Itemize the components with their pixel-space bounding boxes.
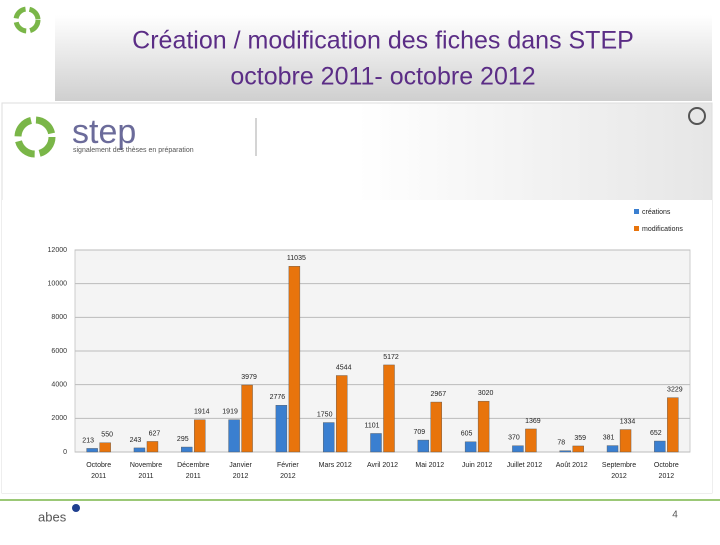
bar <box>241 384 253 453</box>
bar <box>99 442 111 453</box>
x-tick-label: Août 2012 <box>556 462 588 469</box>
x-tick-label: Octobre <box>654 462 679 469</box>
data-label: 605 <box>461 431 473 438</box>
title: octobre 2011- octobre 2012 <box>230 63 535 91</box>
x-tick-label: Juin 2012 <box>462 462 492 469</box>
x-tick-label: Novembre <box>130 462 162 469</box>
bar <box>477 400 490 453</box>
x-tick-label: 2011 <box>91 473 106 480</box>
y-tick-label: 6000 <box>51 348 67 355</box>
bar <box>619 429 632 453</box>
data-label: 709 <box>413 429 425 436</box>
x-tick-label: 2012 <box>233 473 249 480</box>
x-tick-label: 2012 <box>280 473 296 480</box>
x-tick-label: 2011 <box>138 473 153 480</box>
title-box <box>55 15 712 101</box>
data-label: 1750 <box>317 411 333 418</box>
data-label: 1369 <box>525 418 541 425</box>
data-label: 295 <box>177 436 189 443</box>
legend-swatch <box>634 226 639 231</box>
bar <box>228 419 240 453</box>
bar <box>288 266 301 453</box>
data-label: 627 <box>149 430 161 437</box>
y-tick-label: 0 <box>63 449 67 456</box>
legend-swatch <box>634 209 639 214</box>
bar <box>417 439 430 453</box>
step-logo: step signalement des thèses en préparati… <box>14 113 257 158</box>
data-label: 213 <box>82 437 94 444</box>
power-button[interactable] <box>688 107 706 125</box>
page-number: 4 <box>672 510 678 521</box>
chart: 0 2000 4000 6000 8000 10000 12000 Octobre 2011 21… <box>48 209 691 480</box>
data-label: 243 <box>130 437 142 444</box>
data-label: 2776 <box>270 394 286 401</box>
bar <box>133 447 146 453</box>
y-tick-label: 2000 <box>51 415 67 422</box>
corner-logo <box>13 6 41 34</box>
bar <box>275 405 288 453</box>
data-label: 1914 <box>194 409 210 416</box>
y-tick-label: 8000 <box>51 314 67 321</box>
x-tick-label: 2012 <box>659 473 675 480</box>
y-tick-label: 10000 <box>48 281 68 288</box>
x-tick-label: 2012 <box>611 473 627 480</box>
x-tick-label: Janvier <box>229 462 252 469</box>
x-tick-label: Décembre <box>177 462 209 469</box>
bar <box>525 428 537 453</box>
y-tick-label: 4000 <box>51 382 67 389</box>
data-label: 550 <box>101 432 113 439</box>
bar <box>559 450 571 453</box>
x-tick-label: Octobre <box>86 462 111 469</box>
step-tagline: signalement des thèses en préparation <box>73 147 194 154</box>
bar <box>181 446 193 453</box>
abes-dot <box>72 504 80 512</box>
data-label: 4544 <box>336 364 352 371</box>
data-label: 3979 <box>241 374 257 381</box>
data-label: 3229 <box>667 386 683 393</box>
title: Création / modification des fiches dans … <box>132 27 634 55</box>
data-label: 2967 <box>431 391 447 398</box>
data-label: 1101 <box>364 422 379 429</box>
bar <box>572 445 584 453</box>
x-tick-label: Mars 2012 <box>319 462 352 469</box>
step-wordmark: step <box>72 113 136 151</box>
legend-label: créations <box>642 209 671 216</box>
data-label: 5172 <box>383 354 399 361</box>
data-label: 1334 <box>620 418 636 425</box>
bar <box>322 422 335 453</box>
data-label: 3020 <box>478 390 494 397</box>
abes-logo: abes <box>38 509 67 524</box>
x-tick-label: Septembre <box>602 462 636 469</box>
bar <box>86 448 98 453</box>
bar <box>512 445 524 453</box>
bar <box>383 364 395 453</box>
bar <box>194 419 206 453</box>
data-label: 359 <box>574 435 586 442</box>
bar <box>606 445 619 453</box>
data-label: 370 <box>508 435 520 442</box>
bar <box>667 397 679 453</box>
y-tick-label: 12000 <box>48 247 68 254</box>
data-label: 652 <box>650 430 662 437</box>
x-tick-label: Avril 2012 <box>367 462 398 469</box>
bar <box>146 441 159 453</box>
bar <box>464 441 477 453</box>
x-tick-label: Février <box>277 462 299 469</box>
data-label: 381 <box>603 434 615 441</box>
data-label: 1919 <box>222 409 238 416</box>
x-tick-label: Mai 2012 <box>415 462 444 469</box>
data-label: 11035 <box>287 255 306 262</box>
legend-label: modifications <box>642 226 683 233</box>
bar <box>654 440 666 453</box>
bar <box>335 375 348 453</box>
x-tick-label: 2011 <box>186 473 201 480</box>
bar <box>370 433 382 453</box>
bar <box>430 401 443 453</box>
data-label: 78 <box>557 440 565 447</box>
x-tick-label: Juillet 2012 <box>507 462 543 469</box>
